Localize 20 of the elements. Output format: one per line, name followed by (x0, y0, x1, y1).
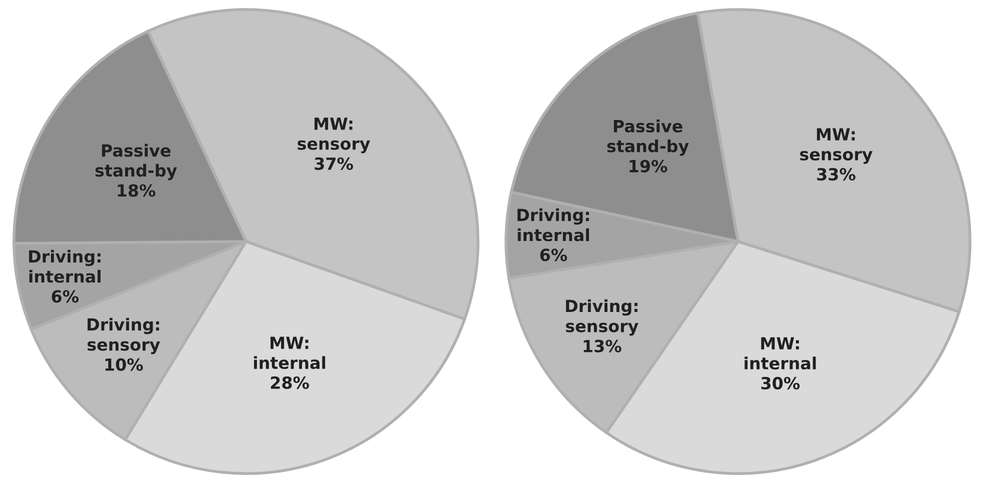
data-label: 37% (314, 157, 354, 170)
slice-label: Driving: internal (29, 250, 100, 283)
data-label: 33% (817, 168, 856, 181)
data-label: 19% (630, 160, 668, 172)
slice-label: Driving: sensory (88, 318, 160, 354)
slice-label: Passive stand-by (607, 120, 689, 156)
data-label: 28% (270, 376, 309, 389)
data-label: 18% (118, 184, 156, 197)
data-label: 6% (52, 290, 79, 303)
slice-label: Passive stand-by (95, 144, 177, 180)
slice-label: MW: sensory (298, 118, 370, 154)
data-label: 10% (105, 358, 143, 371)
data-label: 13% (584, 340, 622, 352)
slice-label: Driving: sensory (566, 299, 638, 336)
slice-label: Driving: internal (518, 208, 589, 242)
data-label: 30% (761, 376, 800, 390)
slice-label: MW: internal (744, 337, 816, 370)
data-label: 6% (540, 248, 568, 262)
slice-label: MW: internal (254, 336, 326, 370)
slice-label: MW: sensory (800, 128, 872, 164)
